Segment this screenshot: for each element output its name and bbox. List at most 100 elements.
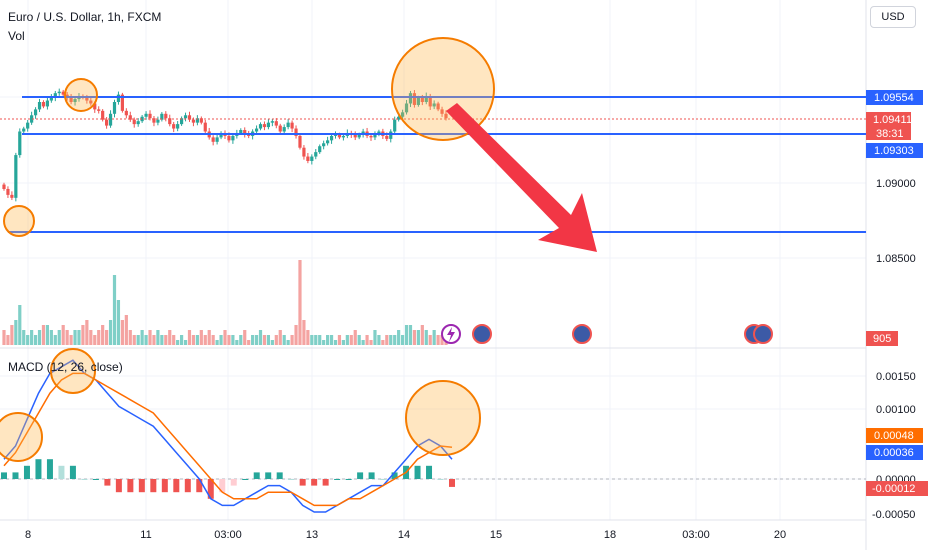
symbol-title[interactable]: Euro / U.S. Dollar, 1h, FXCM	[8, 10, 161, 24]
macd-hist-bar	[92, 479, 99, 480]
volume-bar	[22, 330, 26, 345]
macd-hist-bar	[207, 479, 214, 499]
svg-text:0.00036: 0.00036	[874, 447, 914, 459]
candle-body	[164, 113, 168, 119]
candle	[187, 111, 192, 122]
tag-upper-line[interactable]: 1.09554	[866, 90, 923, 105]
macd-hist-bar	[104, 479, 111, 486]
candle-body	[211, 137, 215, 142]
volume-bar	[440, 335, 444, 345]
tag-volume-value[interactable]: 905	[866, 331, 898, 346]
candle-body	[377, 131, 381, 135]
macd-hist-bar	[449, 479, 455, 487]
tag-current-price[interactable]: 1.09411 38:31	[866, 112, 912, 140]
candle	[408, 90, 413, 108]
currency-button[interactable]: USD	[870, 6, 916, 28]
candle-body	[30, 115, 34, 123]
candle-body	[231, 135, 235, 141]
macd-label[interactable]: MACD (12, 26, close)	[8, 360, 123, 374]
tag-macd-signal[interactable]: 0.00048	[866, 428, 923, 443]
macd-hist-bar	[230, 479, 237, 486]
candle	[432, 100, 436, 110]
volume-bar	[357, 335, 361, 345]
volume-label[interactable]: Vol	[8, 29, 25, 43]
tag-macd-line[interactable]: 0.00036	[866, 445, 923, 460]
candle	[148, 110, 152, 121]
candle-body	[57, 91, 61, 94]
time-axis[interactable]: 8 11 03:00 13 14 15 18 03:00 20	[25, 529, 786, 541]
candle	[377, 129, 381, 137]
tag-lower-line[interactable]: 1.09303	[866, 143, 923, 158]
tag-histogram[interactable]: -0.00012	[866, 481, 928, 496]
volume-bar	[41, 325, 46, 345]
volume-bar	[393, 335, 397, 345]
candle	[310, 154, 314, 165]
highlight-circle-macd-low[interactable]	[0, 412, 43, 462]
volume-bar	[302, 320, 306, 345]
macd-hist-bar	[115, 479, 122, 493]
candle	[14, 152, 18, 202]
highlight-circle-low[interactable]	[3, 205, 35, 237]
highlight-circle-high[interactable]	[64, 78, 98, 112]
candle	[286, 119, 290, 130]
volume-bar	[136, 335, 140, 345]
volume-bar	[290, 335, 294, 345]
volume-bar	[337, 335, 342, 345]
candle-body	[53, 93, 57, 98]
candle-body	[160, 113, 164, 120]
candle	[160, 112, 164, 122]
candle	[243, 127, 247, 138]
volume-bar	[306, 330, 310, 345]
candle	[49, 94, 53, 103]
macd-signal-line	[3, 372, 453, 507]
down-arrow-annotation[interactable]	[446, 103, 597, 252]
svg-text:1.09303: 1.09303	[874, 145, 914, 157]
volume-bar	[33, 335, 38, 345]
candle-body	[41, 102, 46, 107]
event-markers[interactable]	[441, 324, 773, 344]
volume-bar	[424, 330, 428, 345]
candle	[124, 108, 128, 119]
volume-bar	[341, 340, 345, 345]
volume-bar	[215, 340, 219, 345]
candle	[440, 106, 444, 117]
us-flag-event-icon-3[interactable]	[753, 324, 773, 344]
candle-body	[262, 124, 267, 128]
candle	[37, 98, 42, 113]
macd-hist-bar	[380, 479, 387, 480]
candle-body	[306, 156, 310, 161]
candle	[33, 107, 38, 119]
candle-body	[187, 115, 192, 120]
candle	[132, 117, 136, 128]
us-flag-event-icon-2[interactable]	[572, 324, 592, 344]
candle	[140, 114, 144, 123]
candle	[302, 145, 306, 160]
candle	[219, 131, 223, 140]
candle-body	[124, 110, 128, 116]
candle	[136, 118, 140, 127]
highlight-circle-macd-right[interactable]	[405, 380, 481, 456]
candle	[172, 121, 176, 133]
time-tick: 20	[774, 529, 786, 541]
candle	[61, 89, 65, 97]
volume-bar	[45, 325, 50, 345]
candle-body	[318, 146, 322, 153]
volume-bar	[89, 330, 93, 345]
volume-bar	[270, 340, 274, 345]
candle-body	[412, 93, 417, 105]
us-flag-event-icon[interactable]	[472, 324, 492, 344]
volume-bar	[298, 260, 302, 345]
volume-bar	[326, 335, 330, 345]
volume-bar	[369, 340, 373, 345]
volume-bar	[61, 325, 65, 345]
candle-body	[108, 113, 113, 126]
candle-body	[400, 112, 405, 117]
macd-hist-bar	[173, 479, 180, 493]
macd-hist-bar	[219, 479, 226, 493]
candle	[353, 131, 357, 141]
candle	[400, 109, 405, 120]
candle	[73, 96, 77, 106]
time-tick: 03:00	[682, 529, 710, 541]
highlight-circle-macd-high[interactable]	[50, 348, 96, 394]
